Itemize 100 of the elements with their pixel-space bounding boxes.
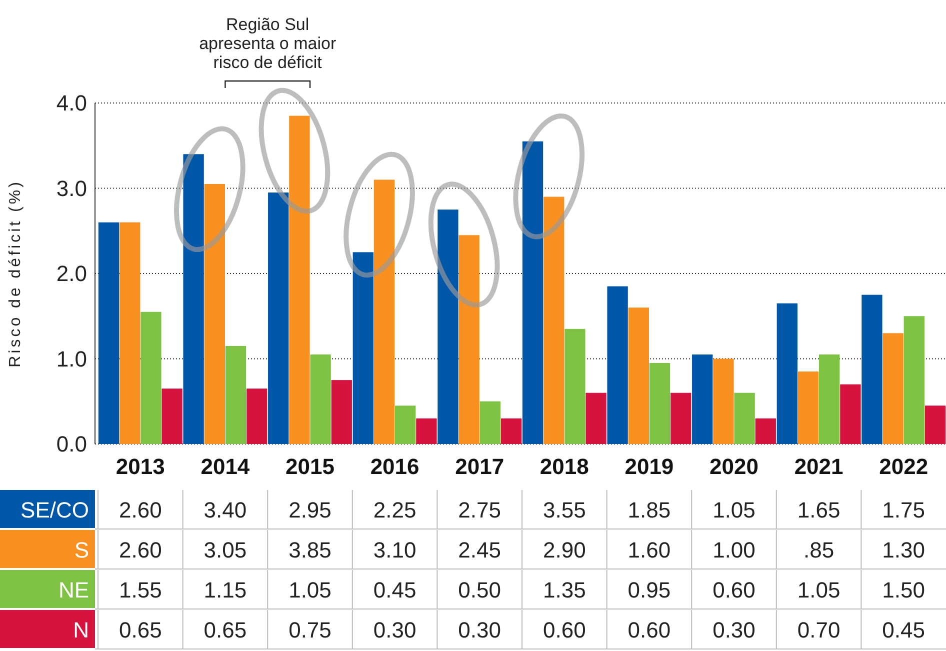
bar [480,401,500,444]
x-tick-label: 2015 [286,454,334,479]
text: N [73,618,89,643]
bar [500,418,522,444]
data-label: 1.15 [204,578,247,603]
y-axis-title: Risco de déficit (%) [7,180,24,368]
data-label: 0.70 [797,618,840,643]
data-label: 0.75 [288,618,332,643]
data-label: .85 [804,538,834,563]
y-tick-label: 3.0 [56,176,87,201]
data-label: 1.30 [882,538,926,563]
text: SE/CO [20,498,89,523]
x-tick-label: 2019 [624,454,674,479]
y-tick-label: 4.0 [56,90,87,116]
bar [140,312,162,444]
y-tick-label: 0.0 [56,432,87,457]
data-label: 1.00 [712,538,756,563]
data-label: 0.45 [373,578,416,603]
data-label: 1.55 [118,578,162,603]
data-label: 1.05 [288,578,332,603]
x-tick-label: 2016 [370,454,420,479]
data-label: 0.60 [542,618,586,643]
data-label: 0.60 [628,618,671,643]
bar [904,316,924,444]
data-label: 2.95 [288,498,332,523]
data-label: 1.60 [628,538,671,563]
data-label: 0.95 [628,578,671,603]
text: S [74,538,89,563]
bar [564,328,586,444]
data-label: 1.35 [542,578,586,603]
data-label: 2.60 [118,498,162,523]
bar [310,354,331,444]
data-label: 3.10 [373,538,416,563]
bar [649,363,670,444]
data-label: 0.60 [712,578,756,603]
bar [840,384,861,444]
data-label: 0.30 [373,618,416,643]
bar [586,392,606,444]
bar [522,141,544,444]
bar [416,418,437,444]
data-label: 3.85 [288,538,332,563]
x-tick-label: 2022 [879,454,928,479]
data-label: 2.90 [542,538,586,563]
bar [882,333,904,444]
text: Região Sul apresenta o maior risco de déficit [199,15,336,72]
bar [862,294,882,444]
bar [713,358,734,444]
bar [692,354,713,444]
data-label: 0.65 [204,618,247,643]
bar [544,196,564,444]
y-tick-label: 2.0 [56,261,87,286]
bar [183,154,204,444]
bar [395,406,416,444]
bar [120,222,140,444]
bar [162,388,182,444]
data-label: 3.55 [542,498,586,523]
data-label: 2.60 [118,538,162,563]
data-label: 1.05 [797,578,840,603]
data-label: 0.50 [458,578,502,603]
bar [225,346,246,444]
data-label: 0.30 [712,618,756,643]
data-label: 2.25 [373,498,416,523]
bar [268,192,289,444]
bar [798,372,819,444]
bar [734,392,755,444]
bar [628,308,649,444]
bar [819,354,840,444]
data-label: 1.85 [628,498,671,523]
bar [331,380,352,444]
data-label: 2.75 [458,498,502,523]
bar [776,303,798,444]
data-label: 0.45 [882,618,926,643]
x-tick-label: 2014 [200,454,250,479]
y-tick-label: 1.0 [56,346,87,372]
bar [204,184,225,444]
bar [352,252,374,444]
bar [246,388,268,444]
text: NE [58,578,89,603]
bar [438,210,458,444]
data-label: 3.05 [204,538,247,563]
bar [607,286,628,444]
bar [289,116,310,444]
x-tick-label: 2013 [116,454,165,479]
x-tick-label: 2017 [455,454,504,479]
bar [755,418,776,444]
x-tick-label: 2018 [540,454,589,479]
bar [458,235,480,444]
data-label: 1.05 [712,498,756,523]
bar [924,406,946,444]
bar [374,180,395,444]
data-label: 0.65 [118,618,162,643]
bar [670,392,692,444]
data-label: 0.30 [458,618,502,643]
bar [98,222,120,444]
data-label: 1.75 [882,498,926,523]
x-tick-label: 2020 [710,454,758,479]
x-tick-label: 2021 [794,454,844,479]
data-label: 1.65 [797,498,840,523]
data-label: 1.50 [882,578,926,603]
data-label: 2.45 [458,538,502,563]
